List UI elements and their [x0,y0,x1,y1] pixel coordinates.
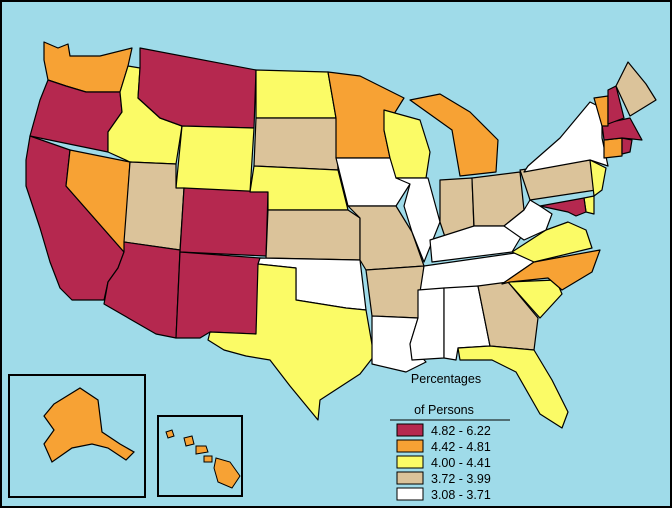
state-illinois [395,177,441,263]
state-maryland [539,197,587,217]
state-maine [615,61,657,117]
state-alaska [43,387,135,463]
state-wyoming [175,125,255,193]
state-michigan [409,93,499,177]
state-new-hampshire [607,85,625,125]
state-new-york [523,101,609,173]
state-north-carolina [501,249,601,291]
state-new-jersey [589,159,607,197]
legend-label: 4.00 - 4.41 [431,456,491,470]
legend-label: 4.82 - 6.22 [431,424,491,438]
legend-swatch [396,455,424,469]
legend-swatch [396,439,424,453]
state-rhode-island [621,137,633,155]
state-kansas [265,209,361,261]
state-hawaii [165,429,241,489]
state-texas [207,263,375,421]
legend-title-line-2: of Persons [414,403,474,417]
state-south-dakota [253,117,339,171]
legend: Percentages of Persons 4.82 - 6.22 4.42 -… [390,372,510,502]
legend-label: 3.08 - 3.71 [431,488,491,502]
state-arkansas [365,265,425,319]
legend-label: 4.42 - 4.81 [431,440,491,454]
state-vermont [593,95,609,127]
legend-swatch [396,487,424,501]
legend-swatch [396,471,424,485]
legend-swatch [396,423,424,437]
state-south-carolina [507,279,563,319]
state-colorado [179,187,269,257]
legend-title-line-1: Percentages [411,372,481,386]
state-florida [457,345,569,429]
state-massachusetts [601,117,643,141]
state-new-mexico [175,251,261,339]
state-utah [123,161,185,251]
state-iowa [335,157,411,207]
state-connecticut [603,137,623,159]
state-west-virginia [503,199,553,241]
legend-label: 3.72 - 3.99 [431,472,491,486]
state-north-dakota [255,69,337,119]
